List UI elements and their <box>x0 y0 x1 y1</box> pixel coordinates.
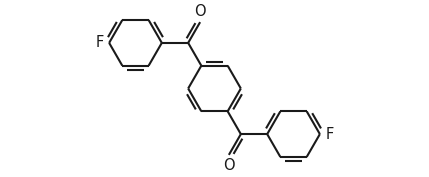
Text: O: O <box>194 4 206 19</box>
Text: F: F <box>95 35 103 50</box>
Text: O: O <box>223 158 235 173</box>
Text: F: F <box>326 127 334 142</box>
